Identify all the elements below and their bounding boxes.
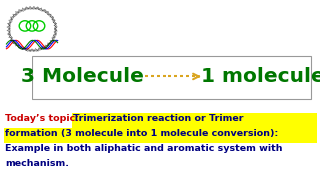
Text: formation (3 molecule into 1 molecule conversion):: formation (3 molecule into 1 molecule co… (5, 129, 278, 138)
Text: Example in both aliphatic and aromatic system with: Example in both aliphatic and aromatic s… (5, 144, 283, 153)
Text: Trimerization reaction or Trimer: Trimerization reaction or Trimer (73, 114, 244, 123)
Text: 3 Molecule: 3 Molecule (21, 67, 144, 86)
Bar (4, 128, 317, 143)
Text: mechanism.: mechanism. (5, 159, 69, 168)
FancyBboxPatch shape (32, 56, 311, 99)
Bar (72, 113, 317, 128)
Text: 1 molecule: 1 molecule (201, 67, 320, 86)
Text: Today’s topic:: Today’s topic: (5, 114, 85, 123)
